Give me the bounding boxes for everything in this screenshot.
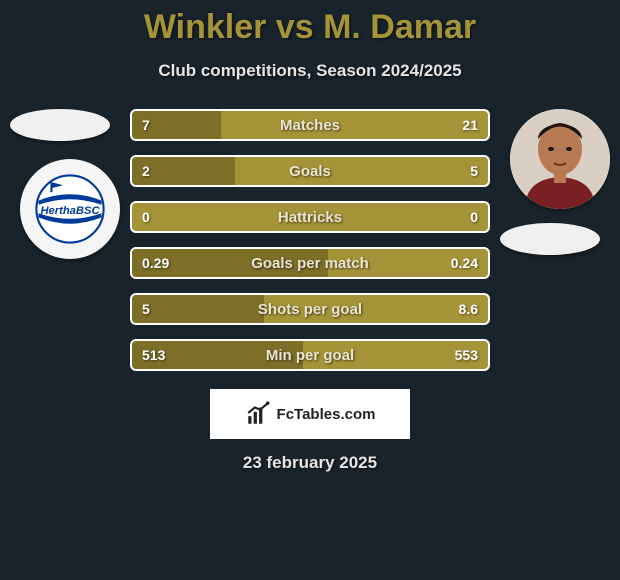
stat-label: Hattricks <box>278 209 342 226</box>
stat-right-value: 0 <box>470 209 478 225</box>
stat-left-value: 0 <box>142 209 150 225</box>
footer-brand-box: FcTables.com <box>210 389 410 439</box>
footer-brand: FcTables.com <box>245 401 376 427</box>
date-label: 23 february 2025 <box>0 453 620 473</box>
subtitle: Club competitions, Season 2024/2025 <box>0 61 620 81</box>
stat-label: Min per goal <box>266 347 354 364</box>
stat-left-value: 5 <box>142 301 150 317</box>
stat-right-value: 8.6 <box>459 301 478 317</box>
stat-bar: 5 Shots per goal 8.6 <box>130 293 490 325</box>
stat-left-value: 7 <box>142 117 150 133</box>
stat-bar-fill <box>132 295 264 323</box>
stat-left-value: 2 <box>142 163 150 179</box>
stat-bar: 0.29 Goals per match 0.24 <box>130 247 490 279</box>
stat-right-value: 0.24 <box>451 255 478 271</box>
player-photo-icon <box>510 109 610 209</box>
stat-right-value: 21 <box>462 117 478 133</box>
stat-left-value: 513 <box>142 347 165 363</box>
comparison-layout: HerthaBSC 7 Matches 21 2 Goals 5 0 Hattricks 0 0.… <box>0 109 620 371</box>
page-title: Winkler vs M. Damar <box>0 0 620 47</box>
stat-left-value: 0.29 <box>142 255 169 271</box>
stat-right-value: 5 <box>470 163 478 179</box>
stat-label: Shots per goal <box>258 301 362 318</box>
stat-bar: 2 Goals 5 <box>130 155 490 187</box>
footer-brand-label: FcTables.com <box>277 406 376 423</box>
stat-bar: 7 Matches 21 <box>130 109 490 141</box>
stat-right-value: 553 <box>455 347 478 363</box>
right-player-avatar <box>510 109 610 209</box>
left-player-ellipse <box>10 109 110 141</box>
stat-bars: 7 Matches 21 2 Goals 5 0 Hattricks 0 0.29 Goals pe… <box>120 109 500 371</box>
stat-bar: 0 Hattricks 0 <box>130 201 490 233</box>
left-side: HerthaBSC <box>0 109 120 371</box>
stat-bar: 513 Min per goal 553 <box>130 339 490 371</box>
stat-label: Goals <box>289 163 331 180</box>
left-club-badge: HerthaBSC <box>20 159 120 259</box>
stat-label: Matches <box>280 117 340 134</box>
stat-label: Goals per match <box>251 255 369 272</box>
hertha-bsc-icon: HerthaBSC <box>35 174 105 244</box>
right-side <box>500 109 620 371</box>
right-club-ellipse <box>500 223 600 255</box>
svg-text:HerthaBSC: HerthaBSC <box>40 205 100 217</box>
chart-icon <box>245 401 271 427</box>
